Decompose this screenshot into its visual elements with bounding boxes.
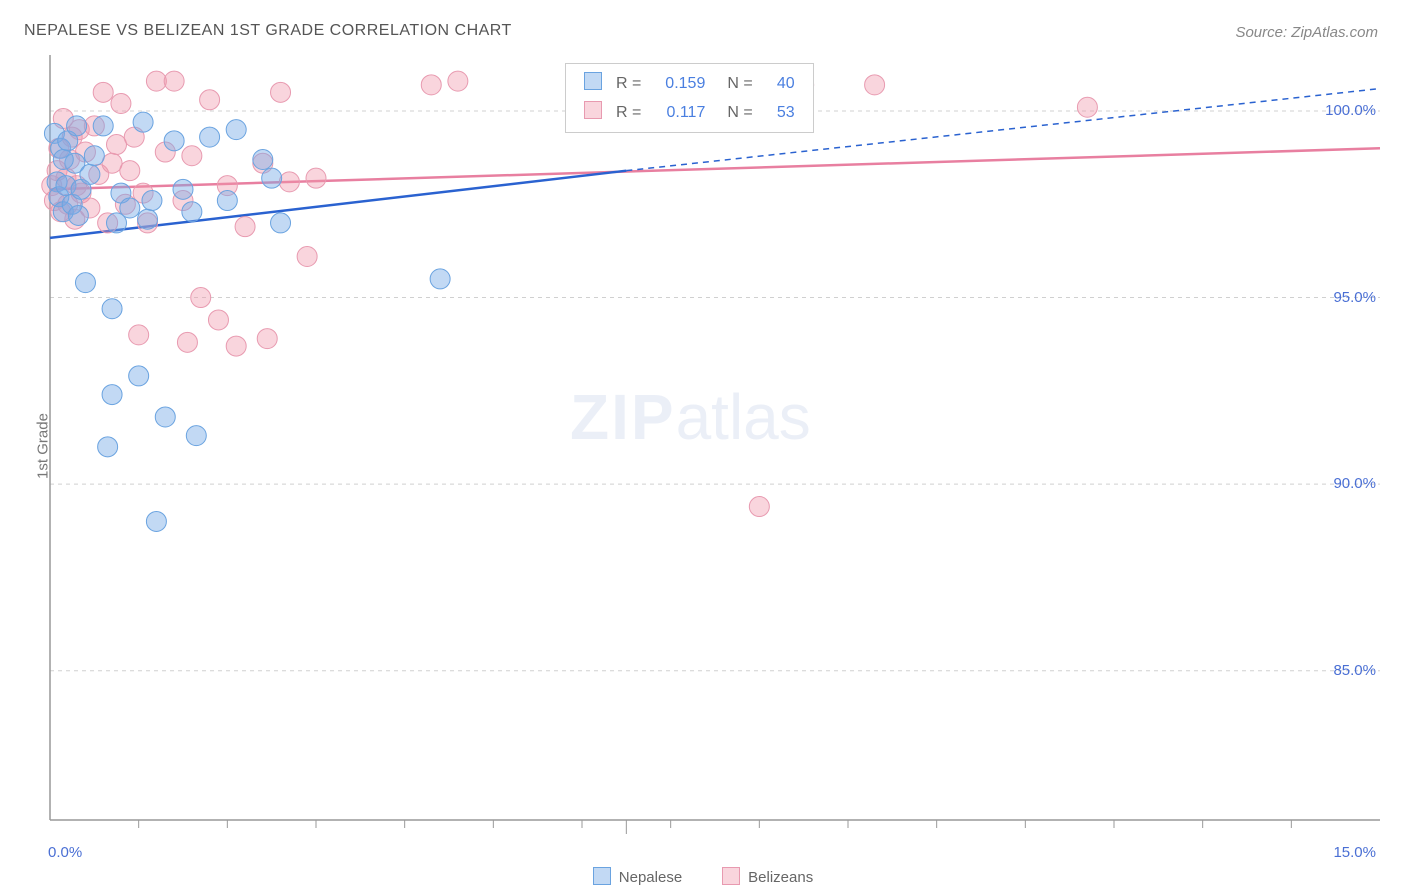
y-tick-label: 85.0% <box>1333 662 1376 679</box>
legend-item: Nepalese <box>593 867 682 886</box>
x-tick-left: 0.0% <box>48 844 82 861</box>
stats-row: R =0.117N =53 <box>578 99 801 126</box>
stats-legend-box: R =0.159N =40R =0.117N =53 <box>565 63 814 133</box>
legend-swatch-icon <box>584 101 602 119</box>
legend-swatch-icon <box>722 867 740 885</box>
y-tick-label: 95.0% <box>1333 289 1376 306</box>
legend-item: Belizeans <box>722 867 813 886</box>
x-tick-right: 15.0% <box>1333 844 1376 861</box>
y-tick-label: 100.0% <box>1325 102 1376 119</box>
scatter-chart <box>0 0 1406 892</box>
stats-row: R =0.159N =40 <box>578 70 801 97</box>
y-tick-label: 90.0% <box>1333 475 1376 492</box>
bottom-legend: Nepalese Belizeans <box>0 867 1406 886</box>
legend-swatch-icon <box>584 72 602 90</box>
legend-swatch-icon <box>593 867 611 885</box>
